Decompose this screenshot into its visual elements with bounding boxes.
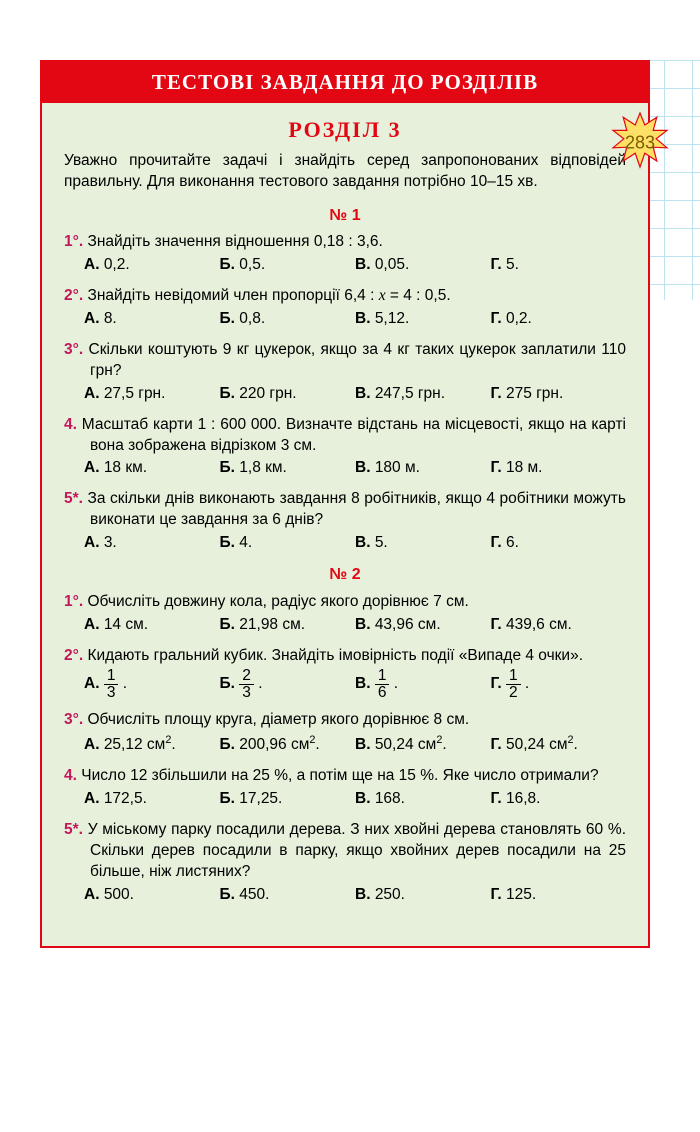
q-text: Скільки коштують 9 кг цукерок, якщо за 4…: [89, 341, 626, 379]
q-number: 5*.: [64, 490, 83, 507]
page-number-starburst: 283: [610, 110, 670, 175]
q-text: Знайдіть значення відношення 0,18 : 3,6.: [87, 233, 382, 250]
q-number: 1°.: [64, 593, 83, 610]
question: 4. Масштаб карти 1 : 600 000. Визначте в…: [64, 415, 626, 480]
q-text: Обчисліть довжину кола, радіус якого дор…: [87, 593, 468, 610]
content-area: РОЗДІЛ 3 Уважно прочитайте задачі і знай…: [42, 103, 648, 926]
q-text: За скільки днів виконають завдання 8 роб…: [88, 490, 626, 528]
question: 1°. Обчисліть довжину кола, радіус якого…: [64, 592, 626, 636]
test-label-1: № 1: [64, 205, 626, 227]
q-text: Число 12 збільшили на 25 %, а потім ще н…: [81, 767, 598, 784]
question: 3°. Обчисліть площу круга, діаметр якого…: [64, 710, 626, 756]
q-number: 3°.: [64, 341, 83, 358]
q-number: 4.: [64, 416, 77, 433]
page-number: 283: [625, 132, 655, 153]
section-title: РОЗДІЛ 3: [64, 115, 626, 145]
q-number: 2°.: [64, 287, 83, 304]
test-label-2: № 2: [64, 564, 626, 586]
header-title: ТЕСТОВІ ЗАВДАННЯ ДО РОЗДІЛІВ: [42, 62, 648, 103]
question: 2°. Знайдіть невідомий член пропорції 6,…: [64, 286, 626, 330]
q-text: Обчисліть площу круга, діаметр якого дор…: [87, 711, 469, 728]
q-number: 5*.: [64, 821, 83, 838]
q-text: Масштаб карти 1 : 600 000. Визначте відс…: [82, 416, 626, 454]
question: 4. Число 12 збільшили на 25 %, а потім щ…: [64, 766, 626, 810]
page-panel: ТЕСТОВІ ЗАВДАННЯ ДО РОЗДІЛІВ РОЗДІЛ 3 Ув…: [40, 60, 650, 948]
q-number: 1°.: [64, 233, 83, 250]
q-number: 3°.: [64, 711, 83, 728]
question: 1°. Знайдіть значення відношення 0,18 : …: [64, 232, 626, 276]
q-number: 4.: [64, 767, 77, 784]
question: 2°. Кидають гральний кубик. Знайдіть імо…: [64, 646, 626, 701]
q-text: У міському парку посадили дерева. З них …: [88, 821, 626, 880]
intro-text: Уважно прочитайте задачі і знайдіть сере…: [64, 151, 626, 193]
question: 5*. За скільки днів виконають завдання 8…: [64, 489, 626, 554]
question: 5*. У міському парку посадили дерева. З …: [64, 820, 626, 906]
q-text: Кидають гральний кубик. Знайдіть імовірн…: [87, 647, 583, 664]
question: 3°. Скільки коштують 9 кг цукерок, якщо …: [64, 340, 626, 405]
q-number: 2°.: [64, 647, 83, 664]
